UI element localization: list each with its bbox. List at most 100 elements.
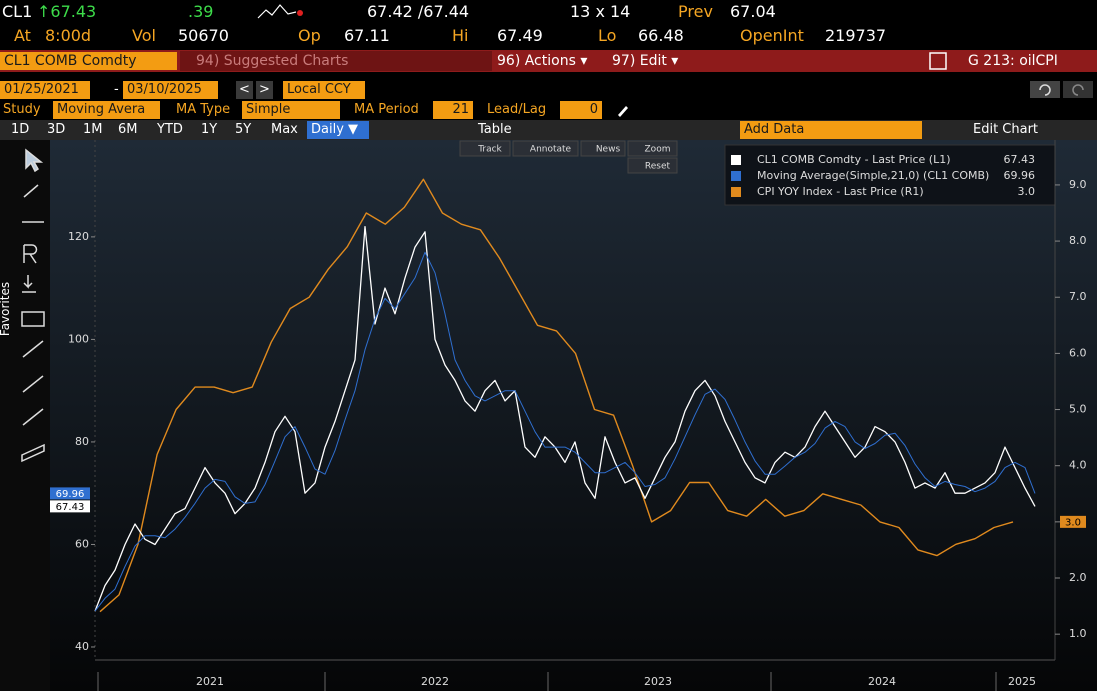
open: 67.11 — [344, 26, 390, 45]
rect-tool[interactable] — [21, 311, 45, 327]
redo-button[interactable] — [1063, 81, 1093, 98]
chart-tool-label: Annotate — [530, 145, 572, 155]
ruler-tool[interactable] — [21, 443, 45, 463]
prev-range[interactable]: < — [236, 81, 253, 99]
y-tick-label: 120 — [68, 230, 89, 243]
study-label: Study — [3, 102, 41, 117]
channel-tool[interactable] — [22, 375, 44, 393]
redo-icon — [1072, 84, 1084, 96]
open-label: Op — [298, 26, 321, 45]
trend-tool[interactable] — [22, 340, 44, 358]
actions-menu[interactable]: 96) Actions ▾ — [497, 53, 588, 69]
legend-swatch — [731, 155, 741, 165]
next-range[interactable]: > — [256, 81, 273, 99]
y2-tick-label: 6.0 — [1069, 346, 1087, 359]
lead-lag-label: Lead/Lag — [487, 102, 547, 117]
pen-tool[interactable] — [23, 184, 39, 198]
study-field[interactable]: Moving Avera — [53, 101, 160, 119]
undo-button[interactable] — [1030, 81, 1060, 98]
last-value-label: 3.0 — [1065, 517, 1081, 528]
legend-value: 69.96 — [1004, 169, 1036, 182]
last-value-tag — [50, 487, 90, 500]
suggested-bg — [180, 51, 492, 71]
prev-close: 67.04 — [730, 2, 776, 21]
period-button[interactable]: 1M — [83, 122, 103, 137]
pointer-tool[interactable] — [25, 148, 44, 173]
net-change: .39 — [188, 2, 214, 21]
chart-tool-button[interactable] — [627, 157, 678, 174]
last-price: ↑67.43 — [37, 2, 97, 21]
bid-ask-size: 13 x 14 — [570, 2, 631, 21]
legend-label: Moving Average(Simple,21,0) (CL1 COMB) — [757, 169, 989, 182]
period-button[interactable]: YTD — [157, 122, 183, 137]
hi-label: Hi — [452, 26, 469, 45]
y-tick-label: 80 — [75, 435, 89, 448]
legend-label: CL1 COMB Comdty - Last Price (L1) — [757, 153, 951, 166]
last-value-tag — [1060, 515, 1086, 528]
currency[interactable]: Local CCY — [283, 81, 365, 99]
ma-type-field[interactable]: Simple — [242, 101, 340, 119]
ma-period-field[interactable]: 21 — [433, 101, 473, 119]
y-tick-label: 60 — [75, 537, 89, 550]
y-tick-label: 100 — [68, 332, 89, 345]
legend-box — [724, 144, 1056, 206]
chart-tool-button[interactable] — [580, 140, 626, 157]
period-button[interactable]: 1Y — [201, 122, 218, 137]
x-tick-label: 2021 — [196, 675, 224, 688]
tool-icons — [21, 148, 45, 463]
legend-value: 3.0 — [1018, 185, 1036, 198]
pct-tool[interactable] — [22, 275, 36, 293]
add-data-field[interactable]: Add Data — [740, 121, 922, 139]
fib-tool[interactable] — [22, 408, 44, 426]
sparkline-icon — [257, 4, 297, 19]
page-id[interactable]: G 213: oilCPI — [968, 53, 1058, 69]
ma-type-label: MA Type — [176, 102, 231, 117]
table-button[interactable]: Table — [478, 122, 512, 137]
pencil-icon[interactable] — [618, 106, 628, 117]
y-tick-label: 40 — [75, 640, 89, 653]
chart-tool-button[interactable] — [459, 140, 511, 157]
chart-tool-label: Reset — [645, 162, 671, 172]
lead-lag-field[interactable]: 0 — [560, 101, 602, 119]
legend-swatch — [731, 187, 741, 197]
period-button[interactable]: 1D — [11, 122, 30, 137]
legend-swatch — [731, 171, 741, 181]
chart-tool-label: Track — [477, 145, 502, 155]
last-value-label: 67.43 — [56, 502, 85, 513]
period-button[interactable]: 5Y — [235, 122, 252, 137]
y2-tick-label: 4.0 — [1069, 459, 1087, 472]
start-date[interactable]: 01/25/2021 — [0, 81, 90, 99]
end-date[interactable]: 03/10/2025 — [123, 81, 218, 99]
last-value-label: 69.96 — [56, 489, 85, 500]
vol-label: Vol — [132, 26, 156, 45]
legend-label: CPI YOY Index - Last Price (R1) — [757, 185, 924, 198]
oi-label: OpenInt — [740, 26, 804, 45]
chart-bg — [0, 140, 1097, 691]
chart-tool-label: Zoom — [645, 145, 671, 155]
x-tick-label: 2023 — [644, 675, 672, 688]
series-line — [99, 178, 1014, 613]
popout-icon[interactable] — [929, 52, 947, 70]
security-field[interactable]: CL1 COMB Comdty — [0, 52, 177, 70]
lo-label: Lo — [598, 26, 617, 45]
period-button[interactable]: Max — [271, 122, 298, 137]
open-interest: 219737 — [825, 26, 887, 45]
text-tool[interactable] — [23, 244, 38, 264]
chart-tool-label: News — [596, 145, 621, 155]
tool-panel — [0, 140, 50, 691]
period-button[interactable]: 6M — [118, 122, 138, 137]
chart-tool-button[interactable] — [627, 140, 678, 157]
y2-tick-label: 1.0 — [1069, 627, 1087, 640]
frequency[interactable]: Daily ▼ — [307, 121, 369, 139]
period-button[interactable]: 3D — [47, 122, 66, 137]
x-tick-label: 2022 — [421, 675, 449, 688]
edit-menu[interactable]: 97) Edit ▾ — [612, 53, 679, 69]
suggested-charts[interactable]: 94) Suggested Charts — [196, 53, 349, 69]
chart-tool-button[interactable] — [512, 140, 579, 157]
time: 8:00d — [45, 26, 92, 45]
undo-icon — [1039, 84, 1051, 96]
edit-chart[interactable]: Edit Chart — [973, 122, 1039, 137]
x-tick-label: 2025 — [1008, 675, 1036, 688]
